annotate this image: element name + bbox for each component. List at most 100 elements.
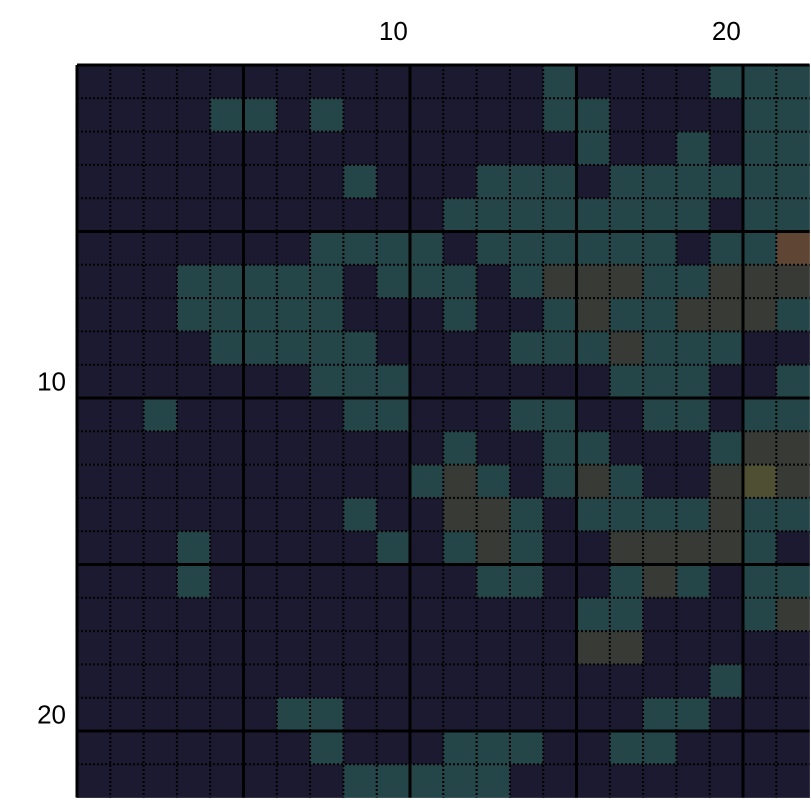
heatmap-cell-r16-c8 xyxy=(310,564,344,599)
heatmap-cell-r13-c4 xyxy=(176,464,211,499)
heatmap-cell-r4-c11 xyxy=(410,164,444,199)
major-gridlines xyxy=(77,65,810,798)
heatmap-cell-r1-c13 xyxy=(476,65,511,99)
heatmap-cell-r8-c4 xyxy=(176,298,211,332)
heatmap-cell-r9-c9 xyxy=(343,331,377,365)
heatmap-cell-r22-c2 xyxy=(110,764,144,798)
plot-frame xyxy=(75,63,810,798)
heatmap-cell-r16-c17 xyxy=(609,564,644,599)
heatmap-cell-r1-c22 xyxy=(776,65,810,99)
heatmap-cell-r6-c8 xyxy=(310,231,344,266)
x-axis-ticks: 10 20 xyxy=(379,16,741,46)
heatmap-cell-r10-c12 xyxy=(443,364,477,399)
heatmap-cell-r2-c2 xyxy=(110,98,144,132)
heatmap-cell-r3-c14 xyxy=(509,131,544,166)
heatmap-cell-r15-c14 xyxy=(509,531,544,565)
heatmap-cell-r8-c5 xyxy=(210,298,244,332)
heatmap-cell-r6-c4 xyxy=(176,231,211,266)
heatmap-cell-r5-c5 xyxy=(210,198,244,232)
heatmap-cell-r21-c12 xyxy=(443,731,477,765)
heatmap-cell-r6-c9 xyxy=(343,231,377,266)
heatmap-cell-r11-c17 xyxy=(609,398,644,432)
heatmap-cell-r17-c12 xyxy=(443,597,477,632)
heatmap-cell-r14-c5 xyxy=(210,497,244,532)
heatmap-cell-r15-c22 xyxy=(776,531,810,565)
heatmap-cell-r3-c13 xyxy=(476,131,511,166)
heatmap-cell-r2-c7 xyxy=(276,98,311,132)
heatmap-cell-r18-c22 xyxy=(776,631,810,665)
heatmap-cell-r9-c14 xyxy=(509,331,544,365)
heatmap-cell-r17-c9 xyxy=(343,597,377,632)
heatmap-cell-r18-c11 xyxy=(410,631,444,665)
heatmap-cell-r17-c21 xyxy=(743,597,777,632)
heatmap-cell-r7-c5 xyxy=(210,264,244,299)
heatmap-cell-r21-c16 xyxy=(576,731,611,765)
heatmap-cell-r20-c21 xyxy=(743,697,777,732)
heatmap-cell-r2-c18 xyxy=(643,98,677,132)
heatmap-cell-r14-c13 xyxy=(476,497,511,532)
heatmap-cell-r4-c13 xyxy=(476,164,511,199)
heatmap-cell-r4-c18 xyxy=(643,164,677,199)
heatmap-cell-r6-c10 xyxy=(376,231,411,266)
heatmap-cell-r18-c12 xyxy=(443,631,477,665)
heatmap-cell-r16-c2 xyxy=(110,564,144,599)
heatmap-cell-r5-c7 xyxy=(276,198,311,232)
heatmap-cell-r17-c2 xyxy=(110,597,144,632)
y-tick-label: 20 xyxy=(37,699,66,729)
heatmap-cell-r20-c9 xyxy=(343,697,377,732)
heatmap-cell-r14-c14 xyxy=(509,497,544,532)
heatmap-cell-r7-c8 xyxy=(310,264,344,299)
heatmap-cell-r20-c17 xyxy=(609,697,644,732)
heatmap-cell-r3-c16 xyxy=(576,131,611,166)
heatmap-cell-r6-c3 xyxy=(143,231,178,266)
heatmap-cell-r17-c4 xyxy=(176,597,211,632)
heatmap-cell-r21-c2 xyxy=(110,731,144,765)
heatmap-cell-r15-c8 xyxy=(310,531,344,565)
heatmap-cell-r2-c20 xyxy=(709,98,744,132)
heatmap-cell-r21-c14 xyxy=(509,731,544,765)
heatmap-cell-r5-c16 xyxy=(576,198,611,232)
heatmap-cell-r3-c12 xyxy=(443,131,477,166)
y-axis-ticks: 10 20 xyxy=(37,366,66,729)
heatmap-cell-r1-c9 xyxy=(343,65,377,99)
heatmap-cell-r19-c11 xyxy=(410,664,444,698)
heatmap-cell-r11-c11 xyxy=(410,398,444,432)
heatmap-cell-r1-c12 xyxy=(443,65,477,99)
heatmap-cell-r13-c22 xyxy=(776,464,810,499)
heatmap-cell-r18-c1 xyxy=(77,631,111,665)
heatmap-cell-r21-c10 xyxy=(376,731,411,765)
heatmap-cell-r22-c22 xyxy=(776,764,810,798)
heatmap-cell-r1-c2 xyxy=(110,65,144,99)
heatmap-cell-r2-c4 xyxy=(176,98,211,132)
heatmap-cell-r2-c9 xyxy=(343,98,377,132)
heatmap-cell-r18-c6 xyxy=(243,631,278,665)
heatmap-cell-r19-c12 xyxy=(443,664,477,698)
heatmap-cell-r5-c19 xyxy=(676,198,710,232)
heatmap-cell-r19-c4 xyxy=(176,664,211,698)
heatmap-cell-r22-c4 xyxy=(176,764,211,798)
heatmap-cell-r12-c10 xyxy=(376,431,411,465)
heatmap-cell-r1-c15 xyxy=(543,65,577,99)
heatmap-cell-r12-c11 xyxy=(410,431,444,465)
heatmap-cell-r9-c4 xyxy=(176,331,211,365)
heatmap-cell-r6-c13 xyxy=(476,231,511,266)
heatmap-cell-r14-c9 xyxy=(343,497,377,532)
heatmap-cell-r21-c8 xyxy=(310,731,344,765)
heatmap-cell-r18-c18 xyxy=(643,631,677,665)
heatmap-cell-r7-c12 xyxy=(443,264,477,299)
heatmap-cell-r17-c19 xyxy=(676,597,710,632)
heatmap-cell-r14-c8 xyxy=(310,497,344,532)
heatmap-cell-r11-c19 xyxy=(676,398,710,432)
heatmap-cell-r16-c10 xyxy=(376,564,411,599)
heatmap-cell-r17-c1 xyxy=(77,597,111,632)
heatmap-cell-r3-c1 xyxy=(77,131,111,166)
heatmap-cell-r7-c18 xyxy=(643,264,677,299)
heatmap-cell-r18-c9 xyxy=(343,631,377,665)
heatmap-cell-r2-c21 xyxy=(743,98,777,132)
heatmap-cell-r8-c1 xyxy=(77,298,111,332)
heatmap-cell-r5-c21 xyxy=(743,198,777,232)
heatmap-cell-r12-c1 xyxy=(77,431,111,465)
heatmap-cell-r2-c13 xyxy=(476,98,511,132)
heatmap-cell-r17-c8 xyxy=(310,597,344,632)
heatmap-cell-r22-c10 xyxy=(376,764,411,798)
